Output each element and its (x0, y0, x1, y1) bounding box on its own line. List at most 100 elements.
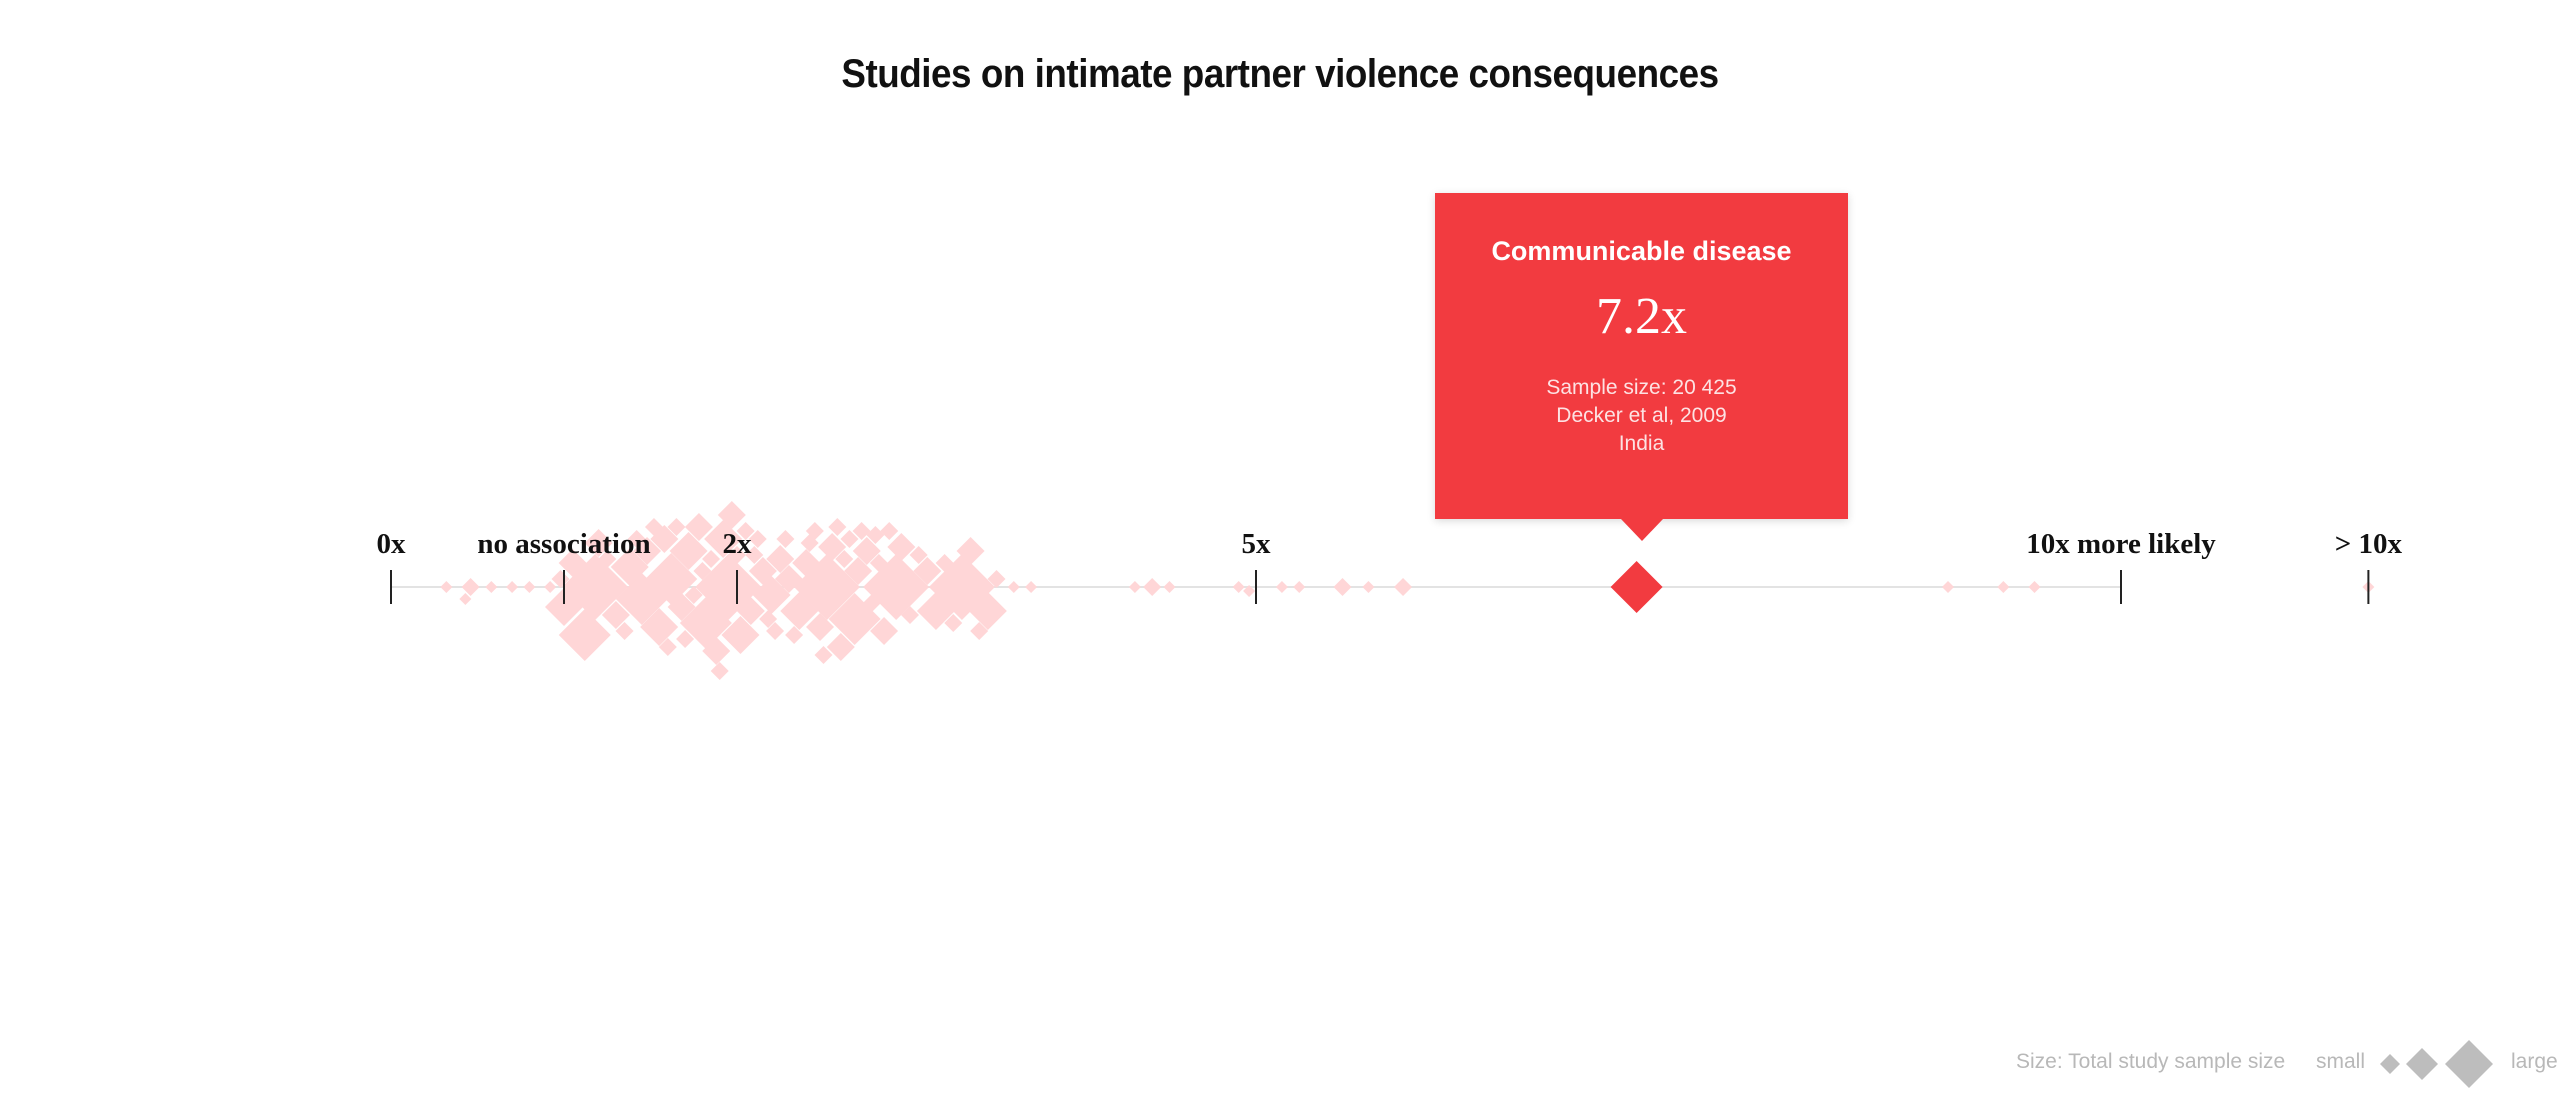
study-point[interactable] (461, 578, 480, 596)
study-point[interactable] (806, 613, 835, 641)
study-point[interactable] (866, 526, 885, 544)
study-point[interactable] (835, 550, 854, 568)
study-point[interactable] (844, 557, 873, 585)
study-point[interactable] (913, 557, 942, 585)
study-point[interactable] (693, 562, 712, 580)
study-point[interactable] (2028, 581, 2041, 593)
study-point[interactable] (667, 518, 686, 536)
study-point[interactable] (1232, 581, 1245, 593)
study-point[interactable] (901, 606, 919, 624)
study-point[interactable] (748, 557, 777, 585)
tooltip-title: Communicable disease (1491, 236, 1792, 266)
study-point[interactable] (728, 546, 746, 564)
study-point[interactable] (1128, 581, 1141, 593)
study-point[interactable] (669, 532, 708, 570)
study-point[interactable] (887, 533, 916, 561)
study-point[interactable] (752, 576, 791, 614)
study-point[interactable] (870, 617, 899, 645)
study-point[interactable] (551, 570, 570, 588)
study-point[interactable] (766, 545, 795, 573)
study-point[interactable] (1275, 581, 1288, 593)
study-point[interactable] (840, 530, 859, 548)
study-point[interactable] (944, 614, 963, 632)
study-point[interactable] (968, 592, 1007, 630)
study-point[interactable] (584, 529, 613, 557)
chart-title: Studies on intimate partner violence con… (841, 52, 1719, 96)
study-point[interactable] (627, 530, 646, 548)
study-point[interactable] (736, 522, 755, 540)
study-point[interactable] (1163, 581, 1176, 593)
study-point[interactable] (721, 616, 760, 654)
study-point[interactable] (506, 581, 519, 593)
study-point[interactable] (805, 522, 824, 540)
study-point[interactable] (667, 593, 696, 621)
study-point[interactable] (987, 570, 1006, 588)
tick-layer: 0x no association 2x 5x 10x more likely > 10x (377, 528, 2403, 604)
study-point[interactable] (792, 549, 821, 577)
study-point[interactable] (702, 550, 721, 568)
study-point[interactable] (748, 530, 767, 548)
study-point[interactable] (880, 522, 899, 540)
study-point[interactable] (523, 581, 536, 593)
legend-small-label: small (2316, 1050, 2366, 1073)
study-point[interactable] (1942, 581, 1954, 593)
study-point[interactable] (780, 592, 819, 630)
study-point[interactable] (684, 513, 713, 541)
study-point[interactable] (785, 626, 804, 644)
study-point[interactable] (862, 594, 881, 612)
study-point[interactable] (1025, 581, 1038, 593)
study-point[interactable] (852, 522, 871, 540)
study-point[interactable] (869, 554, 888, 572)
highlighted-study-point[interactable] (1610, 561, 1663, 613)
study-point[interactable] (601, 601, 630, 629)
study-point[interactable] (956, 537, 985, 565)
study-point[interactable] (826, 633, 855, 661)
study-point[interactable] (704, 520, 743, 558)
study-point[interactable] (1333, 578, 1352, 596)
study-point[interactable] (970, 622, 989, 640)
study-point[interactable] (818, 533, 847, 561)
study-point[interactable] (759, 610, 778, 628)
study-point[interactable] (774, 565, 803, 593)
study-point[interactable] (610, 548, 649, 586)
study-point[interactable] (440, 581, 453, 593)
study-point[interactable] (544, 581, 557, 593)
study-point[interactable] (1143, 578, 1162, 596)
study-point[interactable] (1293, 581, 1306, 593)
study-point[interactable] (736, 597, 765, 625)
study-point[interactable] (676, 630, 695, 648)
study-point[interactable] (766, 622, 785, 640)
study-point[interactable] (558, 549, 587, 577)
study-point[interactable] (558, 609, 611, 661)
legend-large-label: large (2511, 1050, 2558, 1073)
x-tick-label: no association (477, 528, 650, 560)
study-point[interactable] (598, 550, 617, 568)
study-point[interactable] (745, 546, 764, 564)
study-point[interactable] (485, 581, 498, 593)
study-point[interactable] (828, 518, 847, 536)
study-point[interactable] (644, 518, 663, 536)
study-point[interactable] (679, 597, 732, 649)
study-point[interactable] (1362, 581, 1375, 593)
study-point[interactable] (1243, 585, 1256, 597)
study-point[interactable] (1997, 581, 2010, 593)
study-point[interactable] (645, 553, 698, 605)
study-point[interactable] (615, 622, 634, 640)
study-point[interactable] (459, 593, 472, 605)
study-point[interactable] (1394, 578, 1413, 596)
study-point[interactable] (640, 608, 679, 646)
study-point[interactable] (814, 646, 833, 664)
study-point[interactable] (852, 537, 881, 565)
study-point[interactable] (684, 586, 703, 604)
legend-diamond-large (2445, 1040, 2493, 1088)
study-point[interactable] (1007, 581, 1020, 593)
study-point[interactable] (935, 554, 954, 572)
study-point[interactable] (909, 546, 928, 564)
study-point[interactable] (545, 588, 583, 626)
study-point[interactable] (658, 638, 677, 656)
study-point[interactable] (717, 501, 746, 529)
study-point[interactable] (776, 530, 795, 548)
study-point[interactable] (916, 592, 955, 630)
study-point[interactable] (702, 637, 731, 665)
study-point[interactable] (710, 662, 729, 680)
